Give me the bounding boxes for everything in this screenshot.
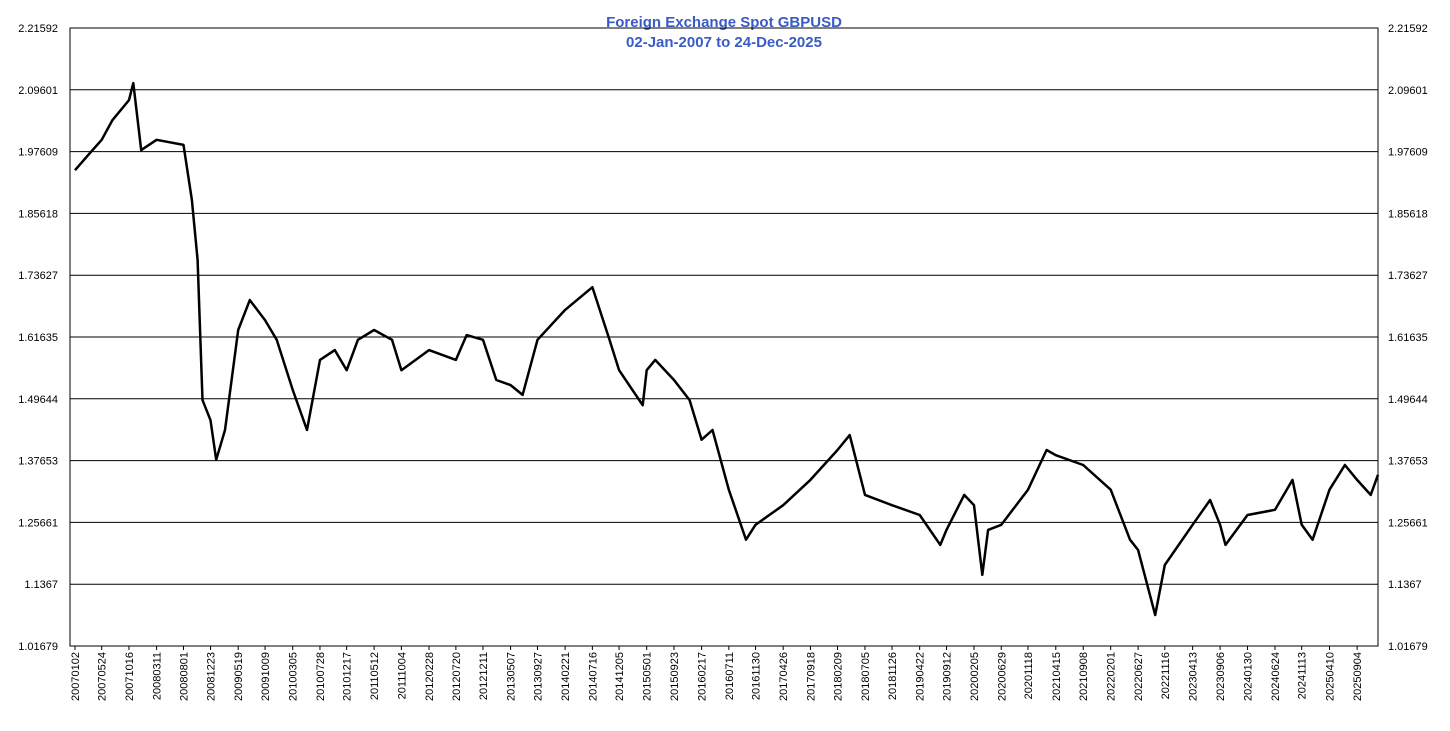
x-tick-label: 20200629 — [996, 652, 1008, 701]
x-tick-label: 20160217 — [697, 652, 709, 701]
x-tick-label: 20140716 — [587, 652, 599, 701]
x-tick-label: 20250904 — [1352, 652, 1364, 701]
x-tick-label: 20240130 — [1243, 652, 1255, 701]
x-tick-label: 20100305 — [288, 652, 300, 701]
x-tick-label: 20110512 — [369, 652, 381, 700]
x-tick-label: 20071016 — [124, 652, 136, 701]
y2-tick-label: 1.85618 — [1388, 208, 1428, 220]
chart-title: Foreign Exchange Spot GBPUSD — [606, 14, 842, 31]
y2-tick-label: 1.37653 — [1388, 456, 1428, 468]
x-tick-label: 20111004 — [396, 652, 408, 699]
y2-tick-label: 1.25661 — [1388, 517, 1428, 529]
y2-tick-label: 1.61635 — [1388, 332, 1428, 344]
chart-subtitle: 02-Jan-2007 to 24-Dec-2025 — [626, 34, 822, 51]
x-tick-label: 20120720 — [451, 652, 463, 701]
x-tick-label: 20241113 — [1297, 652, 1309, 699]
y-tick-label: 1.01679 — [18, 641, 58, 653]
x-tick-label: 20221116 — [1160, 652, 1172, 699]
x-tick-label: 20121211 — [478, 652, 490, 700]
y2-tick-label: 2.09601 — [1388, 85, 1428, 97]
x-tick-label: 20150501 — [642, 652, 654, 701]
x-tick-label: 20170918 — [805, 652, 817, 701]
x-tick-label: 20081223 — [206, 652, 218, 701]
x-tick-label: 20070524 — [97, 652, 109, 701]
x-tick-label: 20161130 — [751, 652, 763, 700]
y-tick-label: 1.97609 — [18, 147, 58, 159]
x-tick-label: 20180209 — [833, 652, 845, 701]
y-tick-label: 1.73627 — [18, 270, 58, 282]
x-tick-label: 20101217 — [342, 652, 354, 701]
x-tick-label: 20091009 — [260, 652, 272, 701]
x-tick-label: 20250410 — [1324, 652, 1336, 701]
y-tick-label: 1.61635 — [18, 332, 58, 344]
x-tick-label: 20120228 — [424, 652, 436, 701]
x-tick-label: 20220201 — [1106, 652, 1118, 701]
y-tick-label: 1.85618 — [18, 208, 58, 220]
x-tick-label: 20200205 — [969, 652, 981, 701]
x-tick-label: 20190912 — [942, 652, 954, 701]
x-tick-label: 20230906 — [1215, 652, 1227, 701]
x-tick-label: 20141205 — [614, 652, 626, 701]
y2-tick-label: 1.73627 — [1388, 270, 1428, 282]
x-tick-label: 20210908 — [1078, 652, 1090, 701]
x-tick-label: 20210415 — [1051, 652, 1063, 701]
y-tick-label: 2.09601 — [18, 85, 58, 97]
x-tick-label: 20130927 — [532, 652, 544, 701]
x-tick-label: 20070102 — [70, 652, 82, 701]
y2-tick-label: 1.49644 — [1388, 394, 1428, 406]
x-tick-label: 20140221 — [560, 652, 572, 701]
x-tick-label: 20080311 — [152, 652, 164, 700]
x-tick-label: 20240624 — [1270, 652, 1282, 701]
x-tick-label: 20190422 — [915, 652, 927, 701]
y-tick-label: 2.21592 — [18, 23, 58, 35]
x-tick-label: 20220627 — [1133, 652, 1145, 701]
x-tick-label: 20181126 — [887, 652, 899, 700]
y-tick-label: 1.25661 — [18, 517, 58, 529]
y-tick-label: 1.37653 — [18, 456, 58, 468]
x-tick-label: 20150923 — [669, 652, 681, 701]
x-tick-label: 20080801 — [178, 652, 190, 701]
x-tick-label: 20100728 — [315, 652, 327, 701]
x-tick-label: 20201118 — [1023, 652, 1035, 699]
y2-tick-label: 1.01679 — [1388, 641, 1428, 653]
y2-tick-label: 1.1367 — [1388, 579, 1422, 591]
x-tick-label: 20230413 — [1188, 652, 1200, 701]
y2-tick-label: 2.21592 — [1388, 23, 1428, 35]
y-tick-label: 1.49644 — [18, 394, 58, 406]
x-tick-label: 20180705 — [860, 652, 872, 701]
y2-tick-label: 1.97609 — [1388, 147, 1428, 159]
x-tick-label: 20170426 — [778, 652, 790, 701]
y-tick-label: 1.1367 — [24, 579, 58, 591]
x-tick-label: 20090519 — [233, 652, 245, 701]
price-line — [74, 81, 1380, 617]
x-tick-label: 20160711 — [724, 652, 736, 700]
x-tick-label: 20130507 — [506, 652, 518, 701]
